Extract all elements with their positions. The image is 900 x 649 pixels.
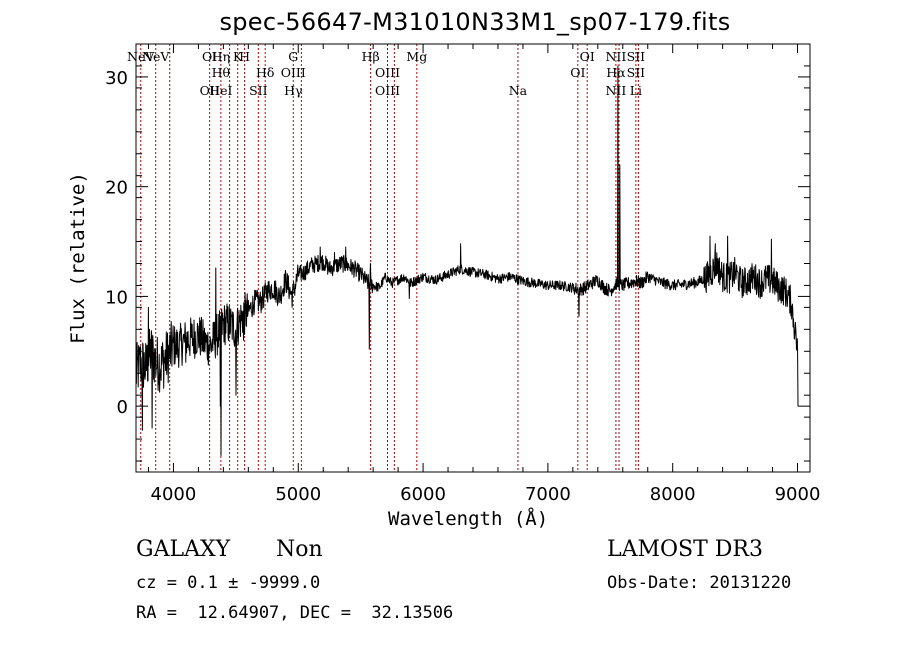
line-marker-label: Na bbox=[509, 83, 528, 98]
x-tick-label: 9000 bbox=[775, 484, 821, 505]
line-marker-label: OIII bbox=[375, 65, 400, 80]
line-marker-label: Hη bbox=[212, 49, 230, 64]
redshift-line: cz = 0.1 ± -9999.0 bbox=[136, 573, 321, 593]
line-marker-label: Hα bbox=[606, 65, 626, 80]
obs-date-line: Obs-Date: 20131220 bbox=[607, 573, 792, 593]
y-tick-label: 10 bbox=[105, 287, 128, 308]
line-marker-label: OI bbox=[202, 49, 217, 64]
y-axis-label: Flux (relative) bbox=[67, 172, 89, 344]
line-marker-label: HeI bbox=[209, 83, 232, 98]
emission-line-markers bbox=[140, 44, 639, 472]
line-marker-label: NII bbox=[605, 49, 626, 64]
line-marker-label: SII bbox=[627, 49, 646, 64]
chart-title: spec-56647-M31010N33M1_sp07-179.fits bbox=[219, 8, 731, 36]
line-marker-label: Hθ bbox=[212, 65, 230, 80]
plot-frame bbox=[135, 43, 811, 473]
line-marker-label: OII bbox=[200, 83, 220, 98]
line-marker-label: Hγ bbox=[284, 83, 302, 98]
object-class: GALAXY bbox=[136, 537, 231, 562]
line-marker-label: NII bbox=[605, 83, 626, 98]
line-marker-label: NeV bbox=[127, 49, 155, 64]
x-axis-label: Wavelength (Å) bbox=[388, 508, 549, 530]
ra-dec-line: RA = 12.64907, DEC = 32.13506 bbox=[136, 603, 454, 623]
line-marker-label: NeV bbox=[142, 49, 170, 64]
x-tick-label: 4000 bbox=[151, 484, 197, 505]
line-marker-label: Mg bbox=[406, 49, 427, 64]
x-tick-label: 8000 bbox=[650, 484, 696, 505]
y-tick-label: 30 bbox=[105, 68, 128, 89]
line-marker-label: OI bbox=[570, 65, 585, 80]
line-marker-label: G bbox=[288, 49, 298, 64]
line-marker-label: OIII bbox=[281, 65, 306, 80]
x-tick-label: 6000 bbox=[400, 484, 446, 505]
x-tick-label: 7000 bbox=[525, 484, 571, 505]
line-marker-label: Hδ bbox=[256, 65, 274, 80]
line-marker-label: Li bbox=[630, 83, 642, 98]
line-marker-label: SII bbox=[627, 65, 646, 80]
line-marker-label: K bbox=[233, 49, 243, 64]
line-marker-label: H bbox=[239, 49, 250, 64]
y-tick-label: 0 bbox=[117, 397, 128, 418]
x-tick-label: 5000 bbox=[275, 484, 321, 505]
line-marker-label: OIII bbox=[375, 83, 400, 98]
line-marker-label: SII bbox=[249, 83, 268, 98]
line-marker-label: OI bbox=[580, 49, 595, 64]
spectrum-line bbox=[135, 65, 799, 456]
object-subclass: Non bbox=[276, 537, 323, 562]
survey-name: LAMOST DR3 bbox=[607, 537, 763, 562]
y-tick-label: 20 bbox=[105, 178, 128, 199]
line-marker-label: Hβ bbox=[362, 49, 380, 64]
axis-ticks: 4000 5000 6000 7000 8000 9000 0 10 20 30 bbox=[105, 43, 821, 505]
